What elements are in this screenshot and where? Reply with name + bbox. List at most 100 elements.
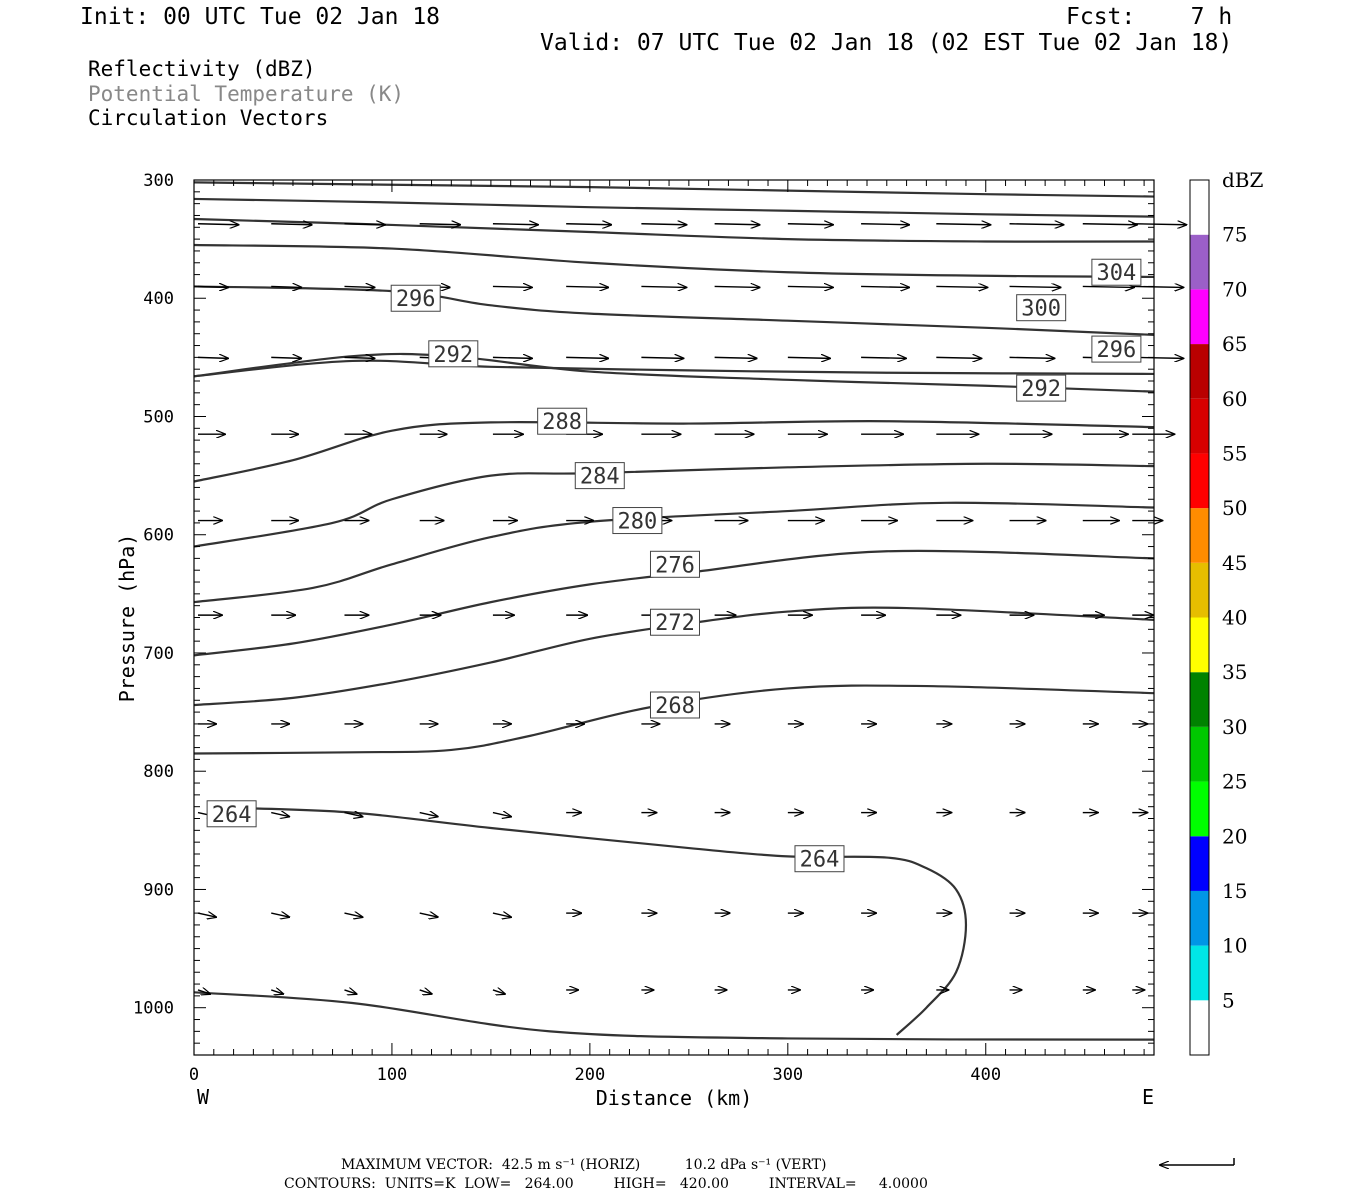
isentrope-3: [193, 243, 1155, 279]
isentrope-8: [193, 462, 1155, 548]
vector-arrow: [861, 224, 909, 225]
colorbar-label: 25: [1222, 770, 1247, 794]
vector-arrow: [197, 990, 210, 994]
vector-arrow: [1009, 357, 1055, 358]
vector-arrow: [492, 990, 505, 994]
isentrope-label: 304: [1097, 261, 1137, 286]
colorbar-swatch: [1190, 289, 1209, 345]
y-tick-label: 400: [143, 289, 174, 309]
isentrope-label-box: [428, 340, 479, 368]
isentrope-6: [193, 352, 1155, 393]
x-tick-label: 300: [772, 1065, 803, 1085]
colorbar-swatch: [1190, 234, 1209, 290]
y-axis-label: Pressure (hPa): [115, 534, 139, 703]
colorbar-label: 30: [1222, 715, 1247, 739]
field-circulation-vectors: Circulation Vectors: [88, 106, 329, 130]
vector-arrow: [1132, 224, 1186, 225]
vector-arrow: [787, 224, 833, 225]
isentrope-label-box: [1016, 294, 1067, 322]
valid-time: Valid: 07 UTC Tue 02 Jan 18 (02 EST Tue …: [540, 30, 1233, 56]
colorbar-label: 65: [1222, 332, 1247, 356]
vector-arrow: [271, 813, 289, 817]
colorbar-label: 5: [1222, 988, 1235, 1012]
isentrope-label-box: [1091, 335, 1142, 363]
vector-arrow: [641, 286, 686, 287]
isentrope-1: [193, 197, 1155, 218]
colorbar-border: [1189, 179, 1210, 1056]
isentrope-label: 288: [542, 410, 582, 435]
colorbar-title: dBZ: [1222, 168, 1264, 192]
isentrope-label-box: [1016, 374, 1067, 402]
isentrope-label: 264: [212, 803, 252, 828]
isentrope-label: 292: [433, 343, 473, 368]
x-tick-label: 200: [575, 1065, 606, 1085]
vector-arrow: [861, 286, 909, 287]
x-tick-label: 400: [970, 1065, 1001, 1085]
maximum-vector: MAXIMUM VECTOR: 42.5 m s⁻¹ (HORIZ) 10.2 …: [341, 1157, 827, 1173]
vector-arrow: [1009, 224, 1064, 225]
vector-arrow: [641, 224, 686, 225]
colorbar-swatch: [1190, 508, 1209, 563]
vector-arrow: [492, 913, 511, 917]
isentrope-label-box: [649, 550, 700, 578]
isentrope-label: 300: [1021, 297, 1061, 322]
isentrope-14: [193, 991, 1155, 1041]
vector-arrow: [492, 813, 511, 817]
vector-arrow: [271, 990, 283, 994]
isentrope-label: 284: [580, 465, 620, 490]
colorbar-label: 45: [1222, 551, 1247, 575]
colorbar-label: 20: [1222, 824, 1247, 848]
colorbar-swatch: [1190, 562, 1209, 618]
y-tick-label: 800: [143, 762, 174, 782]
contour-info: CONTOURS: UNITS=K LOW= 264.00 HIGH= 420.…: [284, 1176, 928, 1192]
isentrope-label: 264: [800, 848, 840, 873]
vector-arrow: [787, 357, 830, 358]
vector-arrow: [344, 286, 374, 287]
vector-arrow: [492, 286, 532, 287]
reference-vector-icon: [1160, 1158, 1235, 1165]
isentrope-7: [193, 420, 1155, 483]
isentrope-labels: 304 296 300 296 292 292 288 284 280 276 272 268 264 2…: [206, 258, 1142, 873]
y-tick-label: 600: [143, 526, 174, 546]
vector-arrow: [714, 224, 760, 225]
colorbar-label: 55: [1222, 441, 1247, 465]
vector-arrow: [419, 990, 432, 994]
isentrope-12: [193, 684, 1155, 755]
colorbar-swatch: [1190, 945, 1209, 1001]
vector-arrow: [197, 286, 228, 287]
axis-ticks: 300 400 500 600 700 800 900 1000 0 100 200 300 400: [133, 171, 1154, 1085]
x-axis-label: Distance (km): [596, 1086, 753, 1110]
vector-arrow: [641, 357, 683, 358]
isentrope-5: [193, 359, 1155, 378]
colorbar-label: 70: [1222, 277, 1247, 301]
field-reflectivity: Reflectivity (dBZ): [88, 57, 316, 81]
colorbar-swatch: [1190, 781, 1209, 837]
x-axis-west-label: W: [197, 1085, 210, 1109]
vector-arrow: [566, 224, 611, 225]
isentrope-label-box: [206, 800, 257, 828]
isentrope-label-box: [1091, 258, 1142, 286]
vector-arrow: [419, 813, 438, 817]
isentrope-label: 280: [618, 510, 658, 535]
vector-arrow: [271, 224, 312, 225]
colorbar-swatch: [1190, 1000, 1209, 1055]
vector-arrow: [344, 813, 362, 817]
isentrope-label-box: [612, 507, 663, 535]
vector-arrow: [1009, 286, 1061, 287]
isentrope-4: [193, 285, 1155, 336]
vector-arrow: [492, 224, 538, 225]
vector-arrow: [197, 357, 228, 358]
colorbar-label: 15: [1222, 879, 1247, 903]
vector-arrow: [1132, 286, 1183, 287]
colorbar: 5 10 15 20 25 30 35 40 45 50 55 60 65 70 75 dBZ: [1189, 168, 1264, 1056]
colorbar-swatch: [1190, 180, 1209, 235]
isentrope-11: [193, 606, 1155, 707]
isentrope-label: 292: [1021, 377, 1061, 402]
forecast-hour: Fcst: 7 h: [1066, 4, 1233, 30]
vector-arrow: [492, 357, 532, 358]
vector-arrow: [787, 286, 833, 287]
vector-arrow: [566, 286, 608, 287]
isentrope-label: 296: [396, 287, 436, 312]
x-axis-east-label: E: [1142, 1085, 1154, 1109]
